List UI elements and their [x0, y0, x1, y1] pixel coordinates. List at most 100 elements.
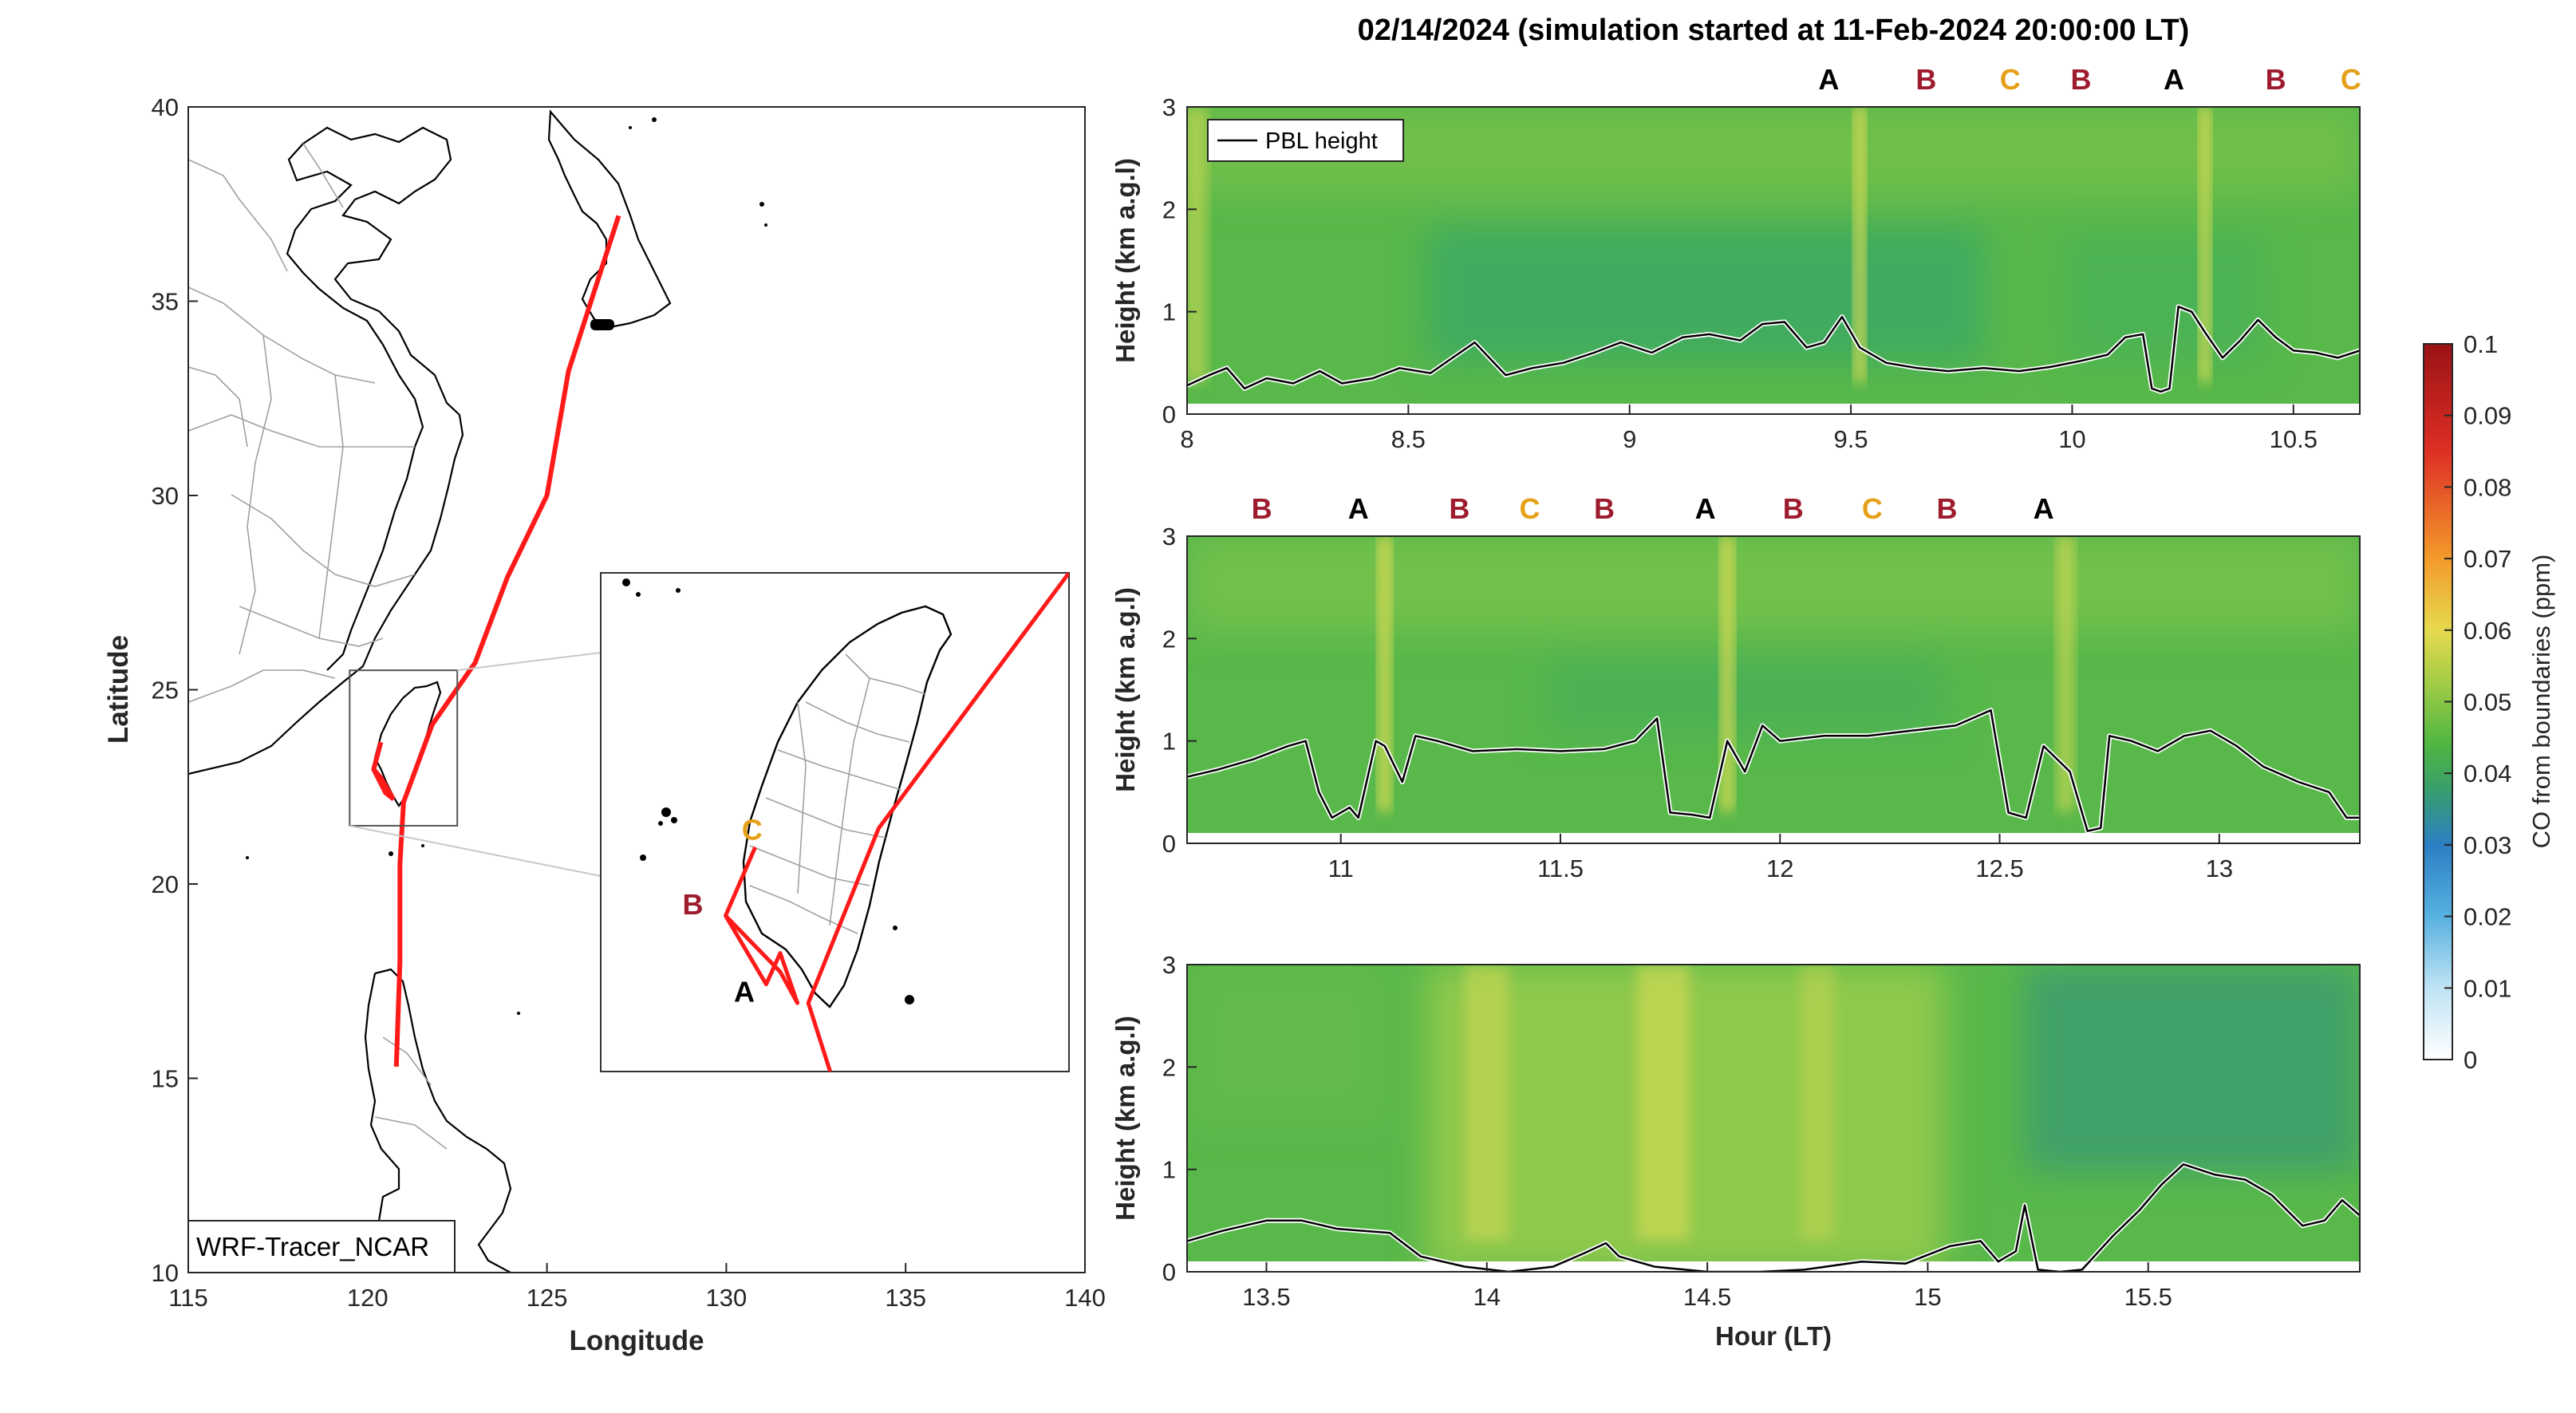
colorbar-tick-label: 0.03: [2464, 831, 2511, 859]
y-tick-label: 3: [1162, 93, 1176, 121]
y-tick-label: 1: [1162, 298, 1176, 326]
colorbar: 0 0.01 0.02 0.03 0.04 0.05 0.06 0.07 0.08 0.09 0.1…: [2423, 330, 2555, 1074]
heatmap-panel-1: 8 8.5 9 9.5 10 10.5 0 1 2 3 Height (km a.g.l) A B C B A…: [1110, 63, 2361, 453]
panel-y-label: Height (km a.g.l): [1110, 158, 1140, 363]
x-tick-label: 11: [1328, 855, 1354, 882]
event-marker-c: C: [1862, 492, 1883, 525]
inset-frame: [600, 572, 1070, 1072]
map-x-tick-label: 135: [885, 1284, 926, 1312]
x-tick-label: 10.5: [2270, 425, 2318, 453]
inset-label-c: C: [742, 813, 763, 846]
y-tick-label: 2: [1162, 195, 1176, 223]
map-x-tick-label: 115: [168, 1284, 207, 1312]
colorbar-tick-label: 0.09: [2464, 402, 2511, 430]
inset-label-a: A: [734, 976, 755, 1008]
zoom-connector-bottom: [349, 824, 602, 877]
event-marker-c: C: [1519, 492, 1540, 525]
panel-y-label: Height (km a.g.l): [1110, 587, 1140, 792]
co-field: [1187, 536, 2360, 843]
y-tick-label: 0: [1162, 401, 1176, 428]
inset-track-line: [806, 573, 1069, 1072]
co-field: [1187, 965, 2360, 1272]
event-marker-a: A: [1348, 492, 1369, 525]
co-plume: [1378, 536, 1392, 811]
inset-label-b: B: [682, 888, 703, 921]
x-tick-label: 9.5: [1834, 425, 1868, 453]
colorbar-tick-label: 0.05: [2464, 689, 2511, 716]
y-tick-label: 2: [1162, 1053, 1176, 1081]
panel-frame: [1186, 106, 2361, 415]
map-y-ticks: 10 15 20 25 30 35 40: [152, 93, 198, 1287]
event-marker-a: A: [2034, 492, 2054, 525]
co-plume: [1636, 965, 1690, 1240]
figure-title: 02/14/2024 (simulation started at 11-Feb…: [1358, 14, 2190, 47]
map-y-tick-label: 20: [152, 870, 179, 898]
x-tick-label: 8.5: [1391, 425, 1426, 453]
map-x-tick-label: 140: [1064, 1284, 1106, 1312]
x-tick-label: 14: [1473, 1283, 1501, 1311]
map-x-tick-label: 130: [706, 1284, 748, 1312]
colorbar-tick-label: 0: [2464, 1046, 2477, 1074]
inset-islands: [622, 578, 914, 1004]
taiwan-inset: C B A: [600, 572, 1070, 1072]
event-marker-b: B: [1449, 492, 1469, 525]
x-tick-label: 11.5: [1537, 855, 1584, 882]
china-coastline: [188, 126, 464, 776]
y-tick-label: 0: [1162, 1258, 1176, 1286]
co-plume: [1465, 965, 1509, 1240]
map-y-label: Latitude: [103, 635, 134, 744]
zoom-connector-top: [457, 652, 602, 672]
event-marker-a: A: [1695, 492, 1716, 525]
event-marker-b: B: [1783, 492, 1804, 525]
event-marker-b: B: [2071, 63, 2092, 96]
pbl-legend: PBL height: [1207, 119, 1404, 162]
ground-strip: [1187, 404, 2360, 414]
ground-strip: [1187, 833, 2360, 843]
co-plume: [1854, 107, 1866, 382]
event-marker-b: B: [1594, 492, 1615, 525]
colorbar-tick-label: 0.02: [2464, 903, 2511, 931]
event-marker-a: A: [2164, 63, 2184, 96]
track-line-taiwan-2: [371, 768, 396, 802]
co-plume: [1187, 107, 1207, 382]
islands: [246, 117, 767, 1015]
map-y-tick-label: 25: [152, 677, 179, 705]
taiwan-coastline: [373, 681, 442, 808]
map-land: [188, 109, 767, 1273]
x-tick-label: 13: [2206, 855, 2233, 882]
colorbar-label: CO from boundaries (ppm): [2527, 555, 2555, 849]
x-tick-label: 8: [1180, 425, 1193, 453]
model-label-box: WRF-Tracer_NCAR: [187, 1220, 456, 1273]
event-marker-b: B: [1936, 492, 1957, 525]
pbl-height-line: [1187, 1163, 2360, 1272]
pbl-height-line: [1187, 306, 2360, 393]
map-y-tick-label: 35: [152, 288, 179, 316]
x-tick-label: 12.5: [1975, 855, 2023, 882]
colorbar-tick-label: 0.04: [2464, 760, 2511, 787]
co-plume: [2199, 107, 2211, 382]
map-x-tick-label: 125: [527, 1284, 568, 1312]
taiwan-zoom-box: [349, 669, 459, 827]
y-tick-label: 3: [1162, 951, 1176, 979]
colorbar-tick-label: 0.01: [2464, 974, 2511, 1002]
map-panel: C B A 115 120 125 130 135 140 10 15 20 25 30 35 40 Lo…: [103, 93, 1106, 1356]
inset-track-line-2: [724, 846, 799, 1005]
panel-x-label: Hour (LT): [1715, 1321, 1832, 1351]
model-label: WRF-Tracer_NCAR: [196, 1232, 429, 1261]
x-tick-label: 14.5: [1683, 1283, 1731, 1311]
y-tick-label: 3: [1162, 523, 1176, 551]
inset-labels: C B A: [682, 813, 762, 1008]
event-marker-c: C: [2000, 63, 2021, 96]
colorbar-tick-label: 0.1: [2464, 330, 2498, 358]
map-y-tick-label: 10: [152, 1259, 179, 1287]
map-x-ticks: 115 120 125 130 135 140: [168, 1263, 1106, 1312]
map-x-label: Longitude: [569, 1325, 704, 1356]
panel-frame: [1186, 535, 2361, 844]
map-y-tick-label: 15: [152, 1065, 179, 1093]
heatmap-panel-3: 13.5 14 14.5 15 15.5 0 1 2 3 Height (km a.g.l) Hou…: [1110, 951, 2361, 1351]
event-marker-b: B: [1915, 63, 1936, 96]
map-x-tick-label: 120: [347, 1284, 389, 1312]
map-y-tick-label: 40: [152, 93, 179, 121]
